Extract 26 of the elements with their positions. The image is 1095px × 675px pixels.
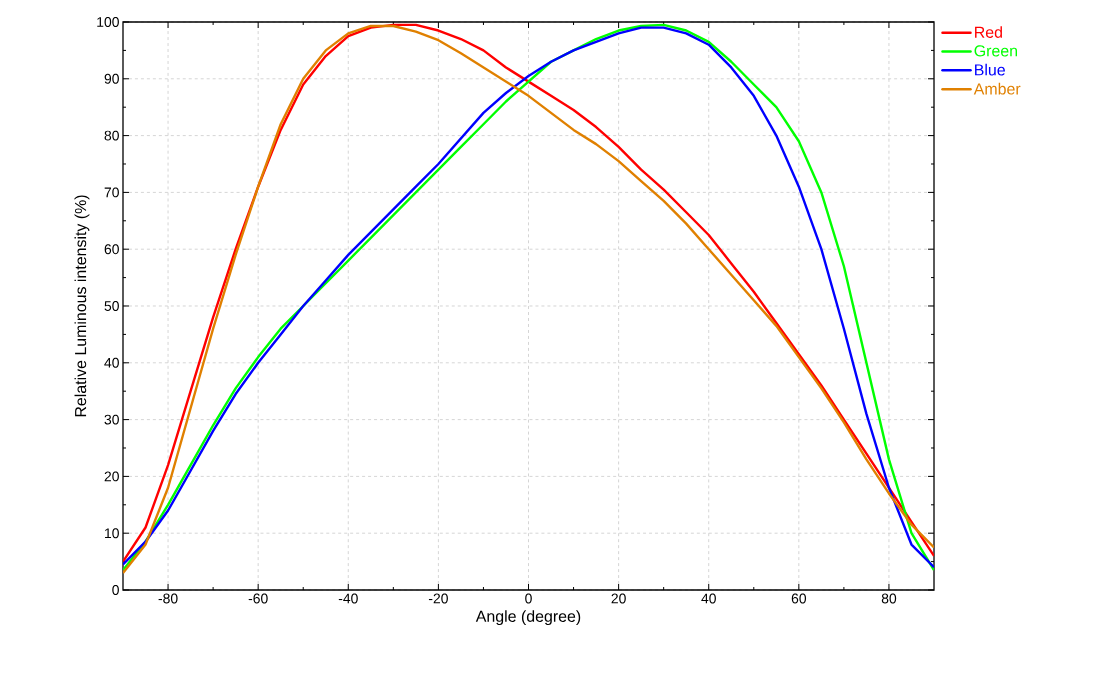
legend-label: Green	[974, 45, 1018, 57]
y-tick-label: 10	[105, 528, 119, 539]
y-tick-label: 20	[104, 471, 119, 482]
y-tick-label: 80	[104, 130, 119, 141]
x-axis-title: Angle (degree)	[475, 610, 581, 626]
y-axis-title: Relative Luminous intensity (%)	[74, 195, 90, 417]
legend-label: Blue	[975, 63, 1005, 76]
x-tick-label: 60	[791, 593, 807, 604]
y-tick-label: 30	[104, 414, 119, 425]
x-tick-label: 80	[881, 593, 897, 604]
legend-label: Red	[975, 26, 1002, 38]
y-tick-label: 50	[104, 301, 119, 311]
x-tick-label: -40	[338, 593, 358, 604]
legend-label: Amber	[973, 82, 1021, 95]
y-tick-label: 40	[104, 357, 119, 368]
x-tick-label: -60	[248, 593, 268, 604]
y-tick-label: 70	[104, 187, 119, 198]
x-tick-label: 0	[525, 593, 532, 604]
y-tick-label: 90	[104, 73, 119, 84]
x-tick-label: -20	[428, 593, 448, 604]
x-tick-label: 20	[611, 593, 626, 604]
y-tick-label: 0	[112, 585, 119, 595]
x-tick-label: -80	[158, 593, 178, 604]
y-tick-label: 60	[104, 244, 119, 255]
y-tick-label: 100	[97, 17, 119, 27]
x-tick-label: 40	[701, 593, 716, 604]
